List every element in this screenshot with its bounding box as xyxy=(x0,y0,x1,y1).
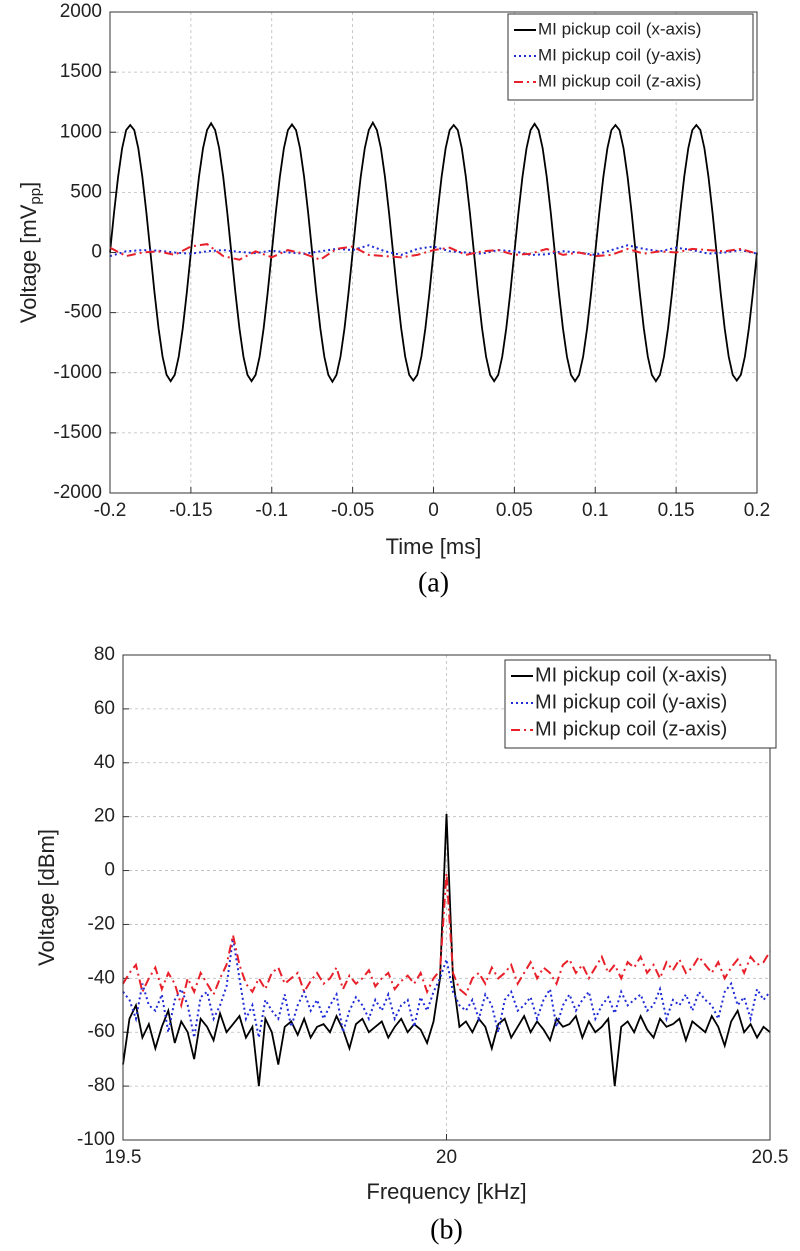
x-tick-label: 20.5 xyxy=(752,1147,789,1168)
series-line xyxy=(109,243,758,261)
y-axis-label-suffix: ] xyxy=(16,182,41,188)
y-axis-label-subscript: pp xyxy=(27,188,44,205)
y-tick-label: 2000 xyxy=(60,1,102,22)
caption: (a) xyxy=(418,567,449,598)
y-tick-label: -2000 xyxy=(53,482,102,503)
legend-label: MI pickup coil (x-axis) xyxy=(538,19,701,38)
legend-label: MI pickup coil (y-axis) xyxy=(538,45,701,64)
x-tick-label: 0.1 xyxy=(582,500,608,521)
y-tick-label: 500 xyxy=(70,181,102,202)
x-tick-label: -0.2 xyxy=(94,500,127,521)
y-axis-label-text: Voltage [mV xyxy=(16,204,41,323)
legend-label: MI pickup coil (y-axis) xyxy=(535,691,727,713)
y-tick-label: 20 xyxy=(94,806,115,827)
series-line xyxy=(122,813,771,1087)
x-tick-label: 20 xyxy=(436,1147,457,1168)
y-tick-label: -40 xyxy=(88,967,115,988)
series-line xyxy=(109,120,758,384)
axes-frame xyxy=(122,654,771,1141)
y-tick-label: -80 xyxy=(88,1075,115,1096)
y-tick-label: 40 xyxy=(94,752,115,773)
legend-label: MI pickup coil (z-axis) xyxy=(538,71,701,90)
series-line xyxy=(122,937,771,1038)
y-tick-label: 1000 xyxy=(60,121,102,142)
y-tick-label: 1500 xyxy=(60,61,102,82)
x-tick-label: 0 xyxy=(428,500,439,521)
legend-label: MI pickup coil (x-axis) xyxy=(535,664,727,686)
y-tick-label: -1000 xyxy=(53,362,102,383)
x-tick-label: 0.05 xyxy=(496,500,533,521)
y-tick-label: 0 xyxy=(91,242,102,263)
y-tick-label: -500 xyxy=(64,302,102,323)
legend-label: MI pickup coil (z-axis) xyxy=(535,718,727,740)
series-line xyxy=(122,873,771,1010)
x-tick-label: -0.05 xyxy=(331,500,374,521)
y-tick-label: -20 xyxy=(88,913,115,934)
y-tick-label: 60 xyxy=(94,698,115,719)
legend-box xyxy=(507,13,754,101)
legend-box xyxy=(504,659,777,749)
y-tick-label: -60 xyxy=(88,1021,115,1042)
y-tick-label: 0 xyxy=(104,860,115,881)
x-tick-label: 19.5 xyxy=(105,1147,142,1168)
y-tick-label: 80 xyxy=(94,644,115,665)
x-tick-label: 0.15 xyxy=(658,500,695,521)
y-axis-label: Voltage [mVpp] xyxy=(16,182,44,323)
x-tick-label: 0.2 xyxy=(744,500,770,521)
x-tick-label: -0.15 xyxy=(169,500,212,521)
x-axis-label: Frequency [kHz] xyxy=(366,1179,526,1204)
axes-frame xyxy=(109,11,758,494)
x-axis-label: Time [ms] xyxy=(386,534,482,559)
y-axis-label: Voltage [dBm] xyxy=(34,829,59,966)
y-tick-label: -1500 xyxy=(53,422,102,443)
x-tick-label: -0.1 xyxy=(255,500,288,521)
caption: (b) xyxy=(430,1214,463,1245)
y-tick-label: -100 xyxy=(77,1129,115,1150)
